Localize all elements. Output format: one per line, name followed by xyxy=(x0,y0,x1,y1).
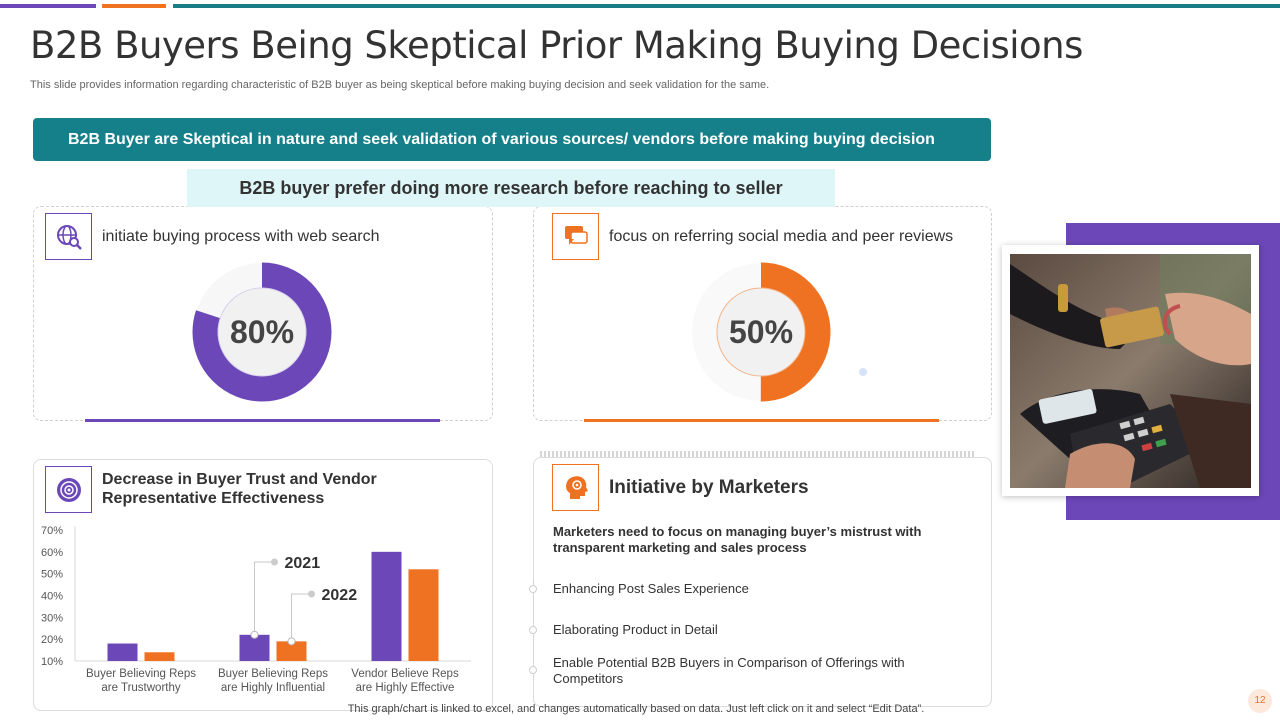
bar-2021 xyxy=(107,643,138,661)
decorative-dot xyxy=(859,368,867,376)
x-tick-label: Buyer Believing Reps xyxy=(86,668,196,680)
timeline-bullet xyxy=(529,666,537,674)
donut-arc-web-search xyxy=(192,262,332,402)
chat-review-icon xyxy=(552,213,599,260)
target-icon xyxy=(45,466,92,513)
timeline-bullet xyxy=(529,585,537,593)
timeline-bullet xyxy=(529,626,537,634)
initiative-item: Enable Potential B2B Buyers in Compariso… xyxy=(553,655,905,686)
y-tick-label: 50% xyxy=(41,569,63,581)
page-title: B2B Buyers Being Skeptical Prior Making … xyxy=(30,24,1083,67)
bar-2021 xyxy=(371,551,402,661)
x-tick-label: are Trustworthy xyxy=(101,682,180,694)
donut-value-web-search: 80% xyxy=(230,314,294,350)
x-tick-label: Buyer Believing Reps xyxy=(218,668,328,680)
accent-bar-orange xyxy=(102,4,166,8)
x-tick-label: are Highly Influential xyxy=(221,682,325,694)
legend-leader xyxy=(291,593,310,642)
stat-label-social-media: focus on referring social media and peer… xyxy=(609,228,954,245)
footer-note-text: This graph/chart is linked to excel, and… xyxy=(347,703,925,715)
initiative-title: Initiative by Marketers xyxy=(609,477,809,498)
bar-2022 xyxy=(408,569,439,661)
marketer-head-icon xyxy=(552,464,599,511)
y-tick-label: 30% xyxy=(41,612,63,624)
donut-value-social-media: 50% xyxy=(729,314,793,350)
bar-2022 xyxy=(144,652,175,661)
key-banner: B2B Buyer are Skeptical in nature and se… xyxy=(33,118,991,161)
donut-arc-social-media xyxy=(691,262,831,402)
legend-marker xyxy=(287,637,296,646)
stat-label-web-search: initiate buying process with web search xyxy=(102,228,380,245)
legend-label-2021: 2021 xyxy=(285,555,321,572)
legend-marker xyxy=(250,630,259,639)
bar-2022 xyxy=(276,641,307,661)
initiative-description: Marketers need to focus on managing buye… xyxy=(553,524,922,555)
y-tick-label: 60% xyxy=(41,547,63,559)
initiative-item: Enhancing Post Sales Experience xyxy=(553,581,749,596)
legend-label-2022: 2022 xyxy=(322,587,358,604)
y-tick-label: 40% xyxy=(41,591,63,603)
bar-2021 xyxy=(239,634,270,661)
web-search-icon xyxy=(45,213,92,260)
stripe-decoration xyxy=(540,451,976,458)
donut-chart-web-search: 80% xyxy=(192,262,332,402)
legend-dot xyxy=(271,558,278,566)
underline-social-media xyxy=(584,419,939,422)
chart-heading: Decrease in Buyer Trust and Vendor Repre… xyxy=(102,471,377,507)
page-subtitle: This slide provides information regardin… xyxy=(30,79,770,91)
page-number: 12 xyxy=(1248,689,1272,713)
x-tick-label: Vendor Believe Reps xyxy=(351,668,459,680)
underline-web-search xyxy=(85,419,440,422)
y-tick-label: 10% xyxy=(41,656,63,668)
legend-dot xyxy=(308,590,315,598)
accent-bar-purple xyxy=(0,4,96,8)
footer-note: This graph/chart is linked to excel, and… xyxy=(0,703,1272,715)
initiative-item: Elaborating Product in Detail xyxy=(553,622,718,637)
x-tick-label: are Highly Effective xyxy=(356,682,455,694)
y-tick-label: 20% xyxy=(41,634,63,646)
card-payment-photo xyxy=(1010,254,1251,488)
donut-chart-social-media: 50% xyxy=(691,262,831,402)
y-tick-label: 70% xyxy=(41,525,63,537)
legend-leader xyxy=(254,561,273,635)
sub-banner: B2B buyer prefer doing more research bef… xyxy=(187,169,835,207)
accent-bar-teal xyxy=(173,4,1280,8)
